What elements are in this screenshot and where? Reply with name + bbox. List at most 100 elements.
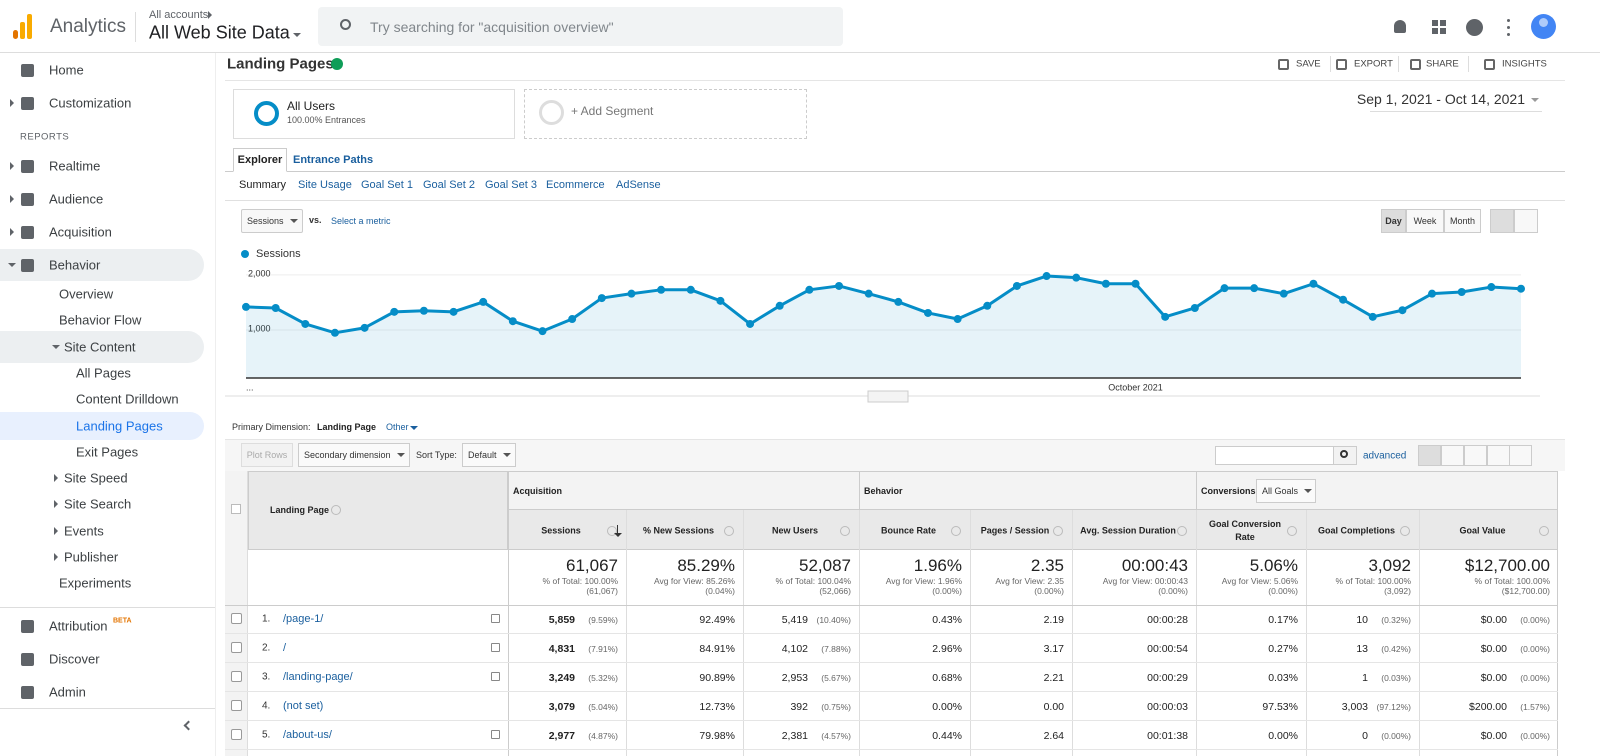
more-dot[interactable] <box>1507 19 1510 22</box>
sort-type-dropdown[interactable] <box>462 443 516 467</box>
apps-icon[interactable] <box>1440 20 1446 26</box>
action-button[interactable]: SAVE <box>1296 58 1321 70</box>
subtab[interactable]: Site Usage <box>298 179 352 191</box>
table-search-input[interactable] <box>1215 446 1334 465</box>
period-label[interactable]: Week <box>1413 216 1437 226</box>
tab[interactable]: Entrance Paths <box>293 154 374 166</box>
view-button[interactable] <box>1509 445 1532 466</box>
subtab[interactable]: Goal Set 2 <box>423 179 475 191</box>
period-button[interactable] <box>1381 209 1406 233</box>
more-dot[interactable] <box>1507 33 1510 36</box>
column-header[interactable]: Goal Completions <box>1317 525 1395 536</box>
period-label[interactable]: Day <box>1385 216 1402 226</box>
nav-item[interactable]: Customization <box>49 95 132 111</box>
row-checkbox[interactable] <box>231 671 242 682</box>
apps-icon[interactable] <box>1440 28 1446 34</box>
breadcrumb[interactable]: All accounts <box>149 9 209 21</box>
column-header[interactable]: New Users <box>771 525 819 536</box>
search-box[interactable] <box>318 7 843 46</box>
view-button[interactable] <box>1487 445 1510 466</box>
row-page[interactable]: (not set) <box>283 700 324 712</box>
plot-rows-button[interactable] <box>241 443 293 467</box>
add-segment-box[interactable] <box>524 89 807 139</box>
segment-box[interactable] <box>233 89 515 139</box>
nav-item[interactable]: Site Speed <box>64 470 128 486</box>
nav-item[interactable]: Site Content <box>64 339 136 355</box>
column-header[interactable]: Sessions <box>541 525 581 536</box>
nav-item[interactable]: Exit Pages <box>76 444 139 460</box>
nav-item[interactable]: Behavior Flow <box>59 312 142 328</box>
row-page[interactable]: /page-1/ <box>283 613 324 625</box>
view-button[interactable] <box>1441 445 1464 466</box>
action-icon[interactable] <box>1484 59 1495 70</box>
apps-icon[interactable] <box>1432 28 1438 34</box>
action-button[interactable]: EXPORT <box>1354 58 1393 70</box>
date-range[interactable]: Sep 1, 2021 - Oct 14, 2021 <box>1356 91 1525 107</box>
column-header[interactable]: Avg. Session Duration <box>1080 525 1176 536</box>
subtab[interactable]: AdSense <box>616 179 661 191</box>
primary-dimension[interactable]: Landing Page <box>317 422 377 432</box>
nav-item[interactable]: Home <box>49 62 84 78</box>
nav-item[interactable]: Admin <box>49 684 86 700</box>
action-icon[interactable] <box>1336 59 1347 70</box>
action-icon[interactable] <box>1278 59 1289 70</box>
property-name[interactable]: All Web Site Data <box>149 22 290 43</box>
column-header[interactable]: % New Sessions <box>642 525 715 536</box>
period-button[interactable] <box>1406 209 1444 233</box>
nav-item[interactable]: Landing Pages <box>76 418 163 434</box>
open-link-icon[interactable] <box>491 643 500 652</box>
apps-icon[interactable] <box>1432 20 1438 26</box>
help-button[interactable] <box>1466 19 1483 36</box>
chart-type-button[interactable] <box>1514 209 1538 233</box>
nav-item[interactable]: Attribution <box>49 618 108 634</box>
open-link-icon[interactable] <box>491 614 500 623</box>
row-page[interactable]: /about-us/ <box>283 729 332 741</box>
subtab[interactable]: Goal Set 1 <box>361 179 413 191</box>
subtab[interactable]: Ecommerce <box>546 179 605 191</box>
period-button[interactable] <box>1444 209 1481 233</box>
column-header[interactable]: Goal Value <box>1459 525 1506 536</box>
nav-item[interactable]: Audience <box>49 191 104 207</box>
subtab[interactable]: Goal Set 3 <box>485 179 537 191</box>
nav-item[interactable]: Behavior <box>49 257 101 273</box>
row-checkbox[interactable] <box>231 729 242 740</box>
nav-item[interactable]: Experiments <box>59 575 132 591</box>
advanced-link[interactable]: advanced <box>1363 450 1407 462</box>
action-icon[interactable] <box>1410 59 1421 70</box>
column-header[interactable]: Bounce Rate <box>880 525 936 536</box>
subtab[interactable]: Summary <box>239 179 287 191</box>
secondary-dimension-dropdown[interactable] <box>298 443 410 467</box>
nav-item[interactable]: Acquisition <box>49 224 112 240</box>
nav-item[interactable]: All Pages <box>76 365 131 381</box>
row-checkbox[interactable] <box>231 613 242 624</box>
header-checkbox[interactable] <box>231 504 241 514</box>
column-header[interactable]: Goal Conversion Rate <box>1208 519 1281 542</box>
row-page[interactable]: /landing-page/ <box>283 671 353 683</box>
action-button[interactable]: INSIGHTS <box>1502 58 1547 70</box>
nav-item[interactable]: Site Search <box>64 496 132 512</box>
column-header[interactable]: Pages / Session <box>980 525 1050 536</box>
nav-item[interactable]: Events <box>64 523 104 539</box>
view-button[interactable] <box>1418 445 1441 466</box>
action-button[interactable]: SHARE <box>1426 58 1459 70</box>
nav-item[interactable]: Realtime <box>49 158 101 174</box>
nav-item[interactable]: Content Drilldown <box>76 391 179 407</box>
nav-item[interactable]: Discover <box>49 651 100 667</box>
chart-type-button[interactable] <box>1490 209 1514 233</box>
add-segment[interactable]: + Add Segment <box>571 104 654 118</box>
tab[interactable]: Explorer <box>237 154 283 166</box>
nav-item[interactable]: Overview <box>59 286 114 302</box>
open-link-icon[interactable] <box>491 672 500 681</box>
other-dimension[interactable]: Other <box>386 422 409 432</box>
chart-collapse-handle[interactable] <box>867 390 909 403</box>
more-dot[interactable] <box>1507 26 1510 29</box>
row-checkbox[interactable] <box>231 700 242 711</box>
row-page[interactable]: / <box>283 642 287 654</box>
collapse-arrow[interactable] <box>183 720 194 731</box>
view-button[interactable] <box>1464 445 1487 466</box>
open-link-icon[interactable] <box>491 730 500 739</box>
nav-item[interactable]: Publisher <box>64 549 119 565</box>
select-metric[interactable]: Select a metric <box>331 216 391 226</box>
row-checkbox[interactable] <box>231 642 242 653</box>
period-label[interactable]: Month <box>1449 216 1476 226</box>
